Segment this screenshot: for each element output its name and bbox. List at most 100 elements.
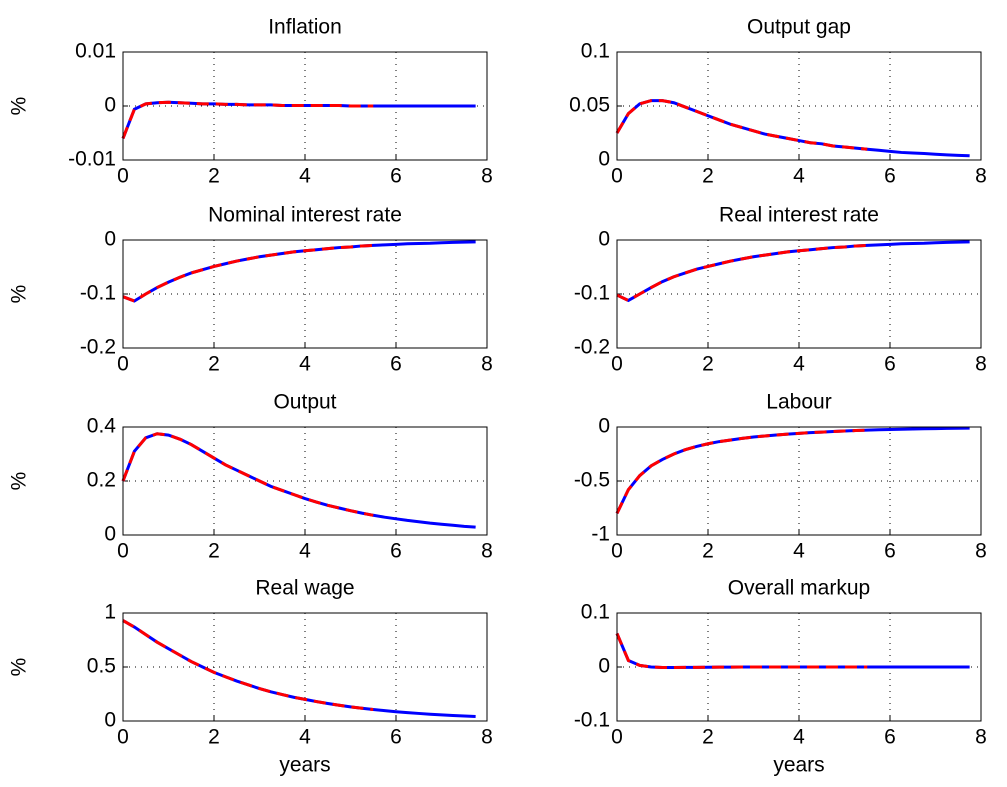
y-tick-label: 1 [104, 601, 116, 624]
x-tick-label: 2 [702, 540, 714, 563]
x-tick-label: 4 [793, 540, 805, 563]
x-tick-label: 0 [611, 540, 623, 563]
y-tick-label: 0.1 [581, 40, 610, 63]
y-tick-label: -1 [591, 523, 610, 546]
x-tick-label: 2 [702, 353, 714, 376]
y-tick-label: 0 [104, 709, 116, 732]
series-line [121, 100, 374, 139]
x-tick-label: 0 [117, 540, 129, 563]
x-tick-label: 2 [702, 165, 714, 188]
x-axis-label: years [773, 754, 824, 777]
x-tick-label: 6 [884, 353, 896, 376]
x-tick-label: 2 [208, 726, 220, 749]
subplot-title: Real wage [255, 577, 354, 600]
y-tick-label: 0.05 [569, 94, 610, 117]
y-tick-label: 0.2 [87, 469, 116, 492]
x-tick-label: 6 [390, 353, 402, 376]
series-line [615, 99, 868, 151]
x-tick-label: 0 [117, 353, 129, 376]
y-tick-label: 0 [104, 523, 116, 546]
y-axis-label: % [8, 285, 31, 304]
x-tick-label: 6 [884, 540, 896, 563]
subplot: 0 2 4 6 8 0 0.5 1 Real wage% years [8, 577, 493, 777]
x-tick-label: 2 [702, 726, 714, 749]
y-tick-label: 0 [598, 148, 610, 171]
subplot-title: Output gap [747, 16, 851, 39]
x-tick-label: 8 [481, 353, 493, 376]
x-tick-label: 8 [481, 165, 493, 188]
axes-box [616, 426, 982, 536]
y-tick-label: 0 [598, 655, 610, 678]
x-tick-label: 6 [390, 540, 402, 563]
subplot: 0 2 4 6 8 0 0.2 0.4 Output% [8, 391, 493, 563]
y-tick-label: -0.1 [574, 709, 610, 732]
subplot: 0 2 4 6 8 -0.2 -0.1 0 Real interest rate [574, 204, 987, 376]
y-tick-label: 0 [598, 228, 610, 251]
series-line [615, 428, 868, 515]
x-tick-label: 0 [117, 165, 129, 188]
axes-box [122, 612, 488, 722]
x-tick-label: 0 [117, 726, 129, 749]
y-axis-label: % [8, 658, 31, 677]
x-tick-label: 6 [390, 726, 402, 749]
x-tick-label: 6 [390, 165, 402, 188]
series-line [121, 432, 374, 517]
y-tick-label: 0 [598, 415, 610, 438]
subplot: 0 2 4 6 8 0 0.05 0.1 Output gap [569, 16, 987, 188]
subplot-title: Real interest rate [719, 204, 879, 227]
y-tick-label: 0.01 [75, 40, 116, 63]
subplot-title: Output [273, 391, 336, 414]
x-tick-label: 8 [975, 726, 987, 749]
x-tick-label: 6 [884, 165, 896, 188]
series-line [615, 632, 868, 670]
y-tick-label: -0.2 [574, 336, 610, 359]
x-tick-label: 8 [481, 726, 493, 749]
x-tick-label: 2 [208, 353, 220, 376]
y-tick-label: -0.2 [80, 336, 116, 359]
y-axis-label: % [8, 472, 31, 491]
y-tick-label: -0.1 [80, 282, 116, 305]
series-line [122, 619, 374, 712]
x-tick-label: 4 [793, 726, 805, 749]
y-tick-label: -0.01 [68, 148, 116, 171]
x-axis-label: years [279, 754, 330, 777]
y-axis-label: % [8, 97, 31, 116]
x-tick-label: 4 [299, 540, 311, 563]
x-tick-label: 2 [208, 165, 220, 188]
axes-box [122, 51, 488, 161]
subplot-title: Inflation [268, 16, 342, 39]
y-tick-label: 0 [104, 94, 116, 117]
subplot: 0 2 4 6 8 -0.2 -0.1 0 Nominal interest rate% [8, 204, 493, 376]
x-tick-label: 0 [611, 165, 623, 188]
x-tick-label: 8 [975, 165, 987, 188]
x-tick-label: 4 [299, 726, 311, 749]
x-tick-label: 4 [299, 353, 311, 376]
x-tick-label: 4 [793, 165, 805, 188]
x-tick-label: 6 [884, 726, 896, 749]
subplot-title: Overall markup [728, 577, 870, 600]
x-tick-label: 0 [611, 726, 623, 749]
y-tick-label: 0.4 [87, 415, 117, 438]
y-tick-label: 0.1 [581, 601, 610, 624]
x-tick-label: 0 [611, 353, 623, 376]
x-tick-label: 2 [208, 540, 220, 563]
y-tick-label: -0.1 [574, 282, 610, 305]
y-tick-label: 0.5 [87, 655, 116, 678]
subplot-title: Labour [766, 391, 831, 414]
subplot: 0 2 4 6 8 -1 -0.5 0 Labour [574, 391, 987, 563]
subplot-title: Nominal interest rate [208, 204, 402, 227]
y-tick-label: 0 [104, 228, 116, 251]
axes-box [122, 239, 488, 349]
axes-box [122, 426, 488, 536]
x-tick-label: 4 [299, 165, 311, 188]
y-tick-label: -0.5 [574, 469, 610, 492]
series-line [122, 243, 374, 303]
x-tick-label: 8 [481, 540, 493, 563]
series-line [616, 243, 868, 303]
axes-box [616, 612, 982, 722]
x-tick-label: 8 [975, 540, 987, 563]
axes-box [616, 51, 982, 161]
